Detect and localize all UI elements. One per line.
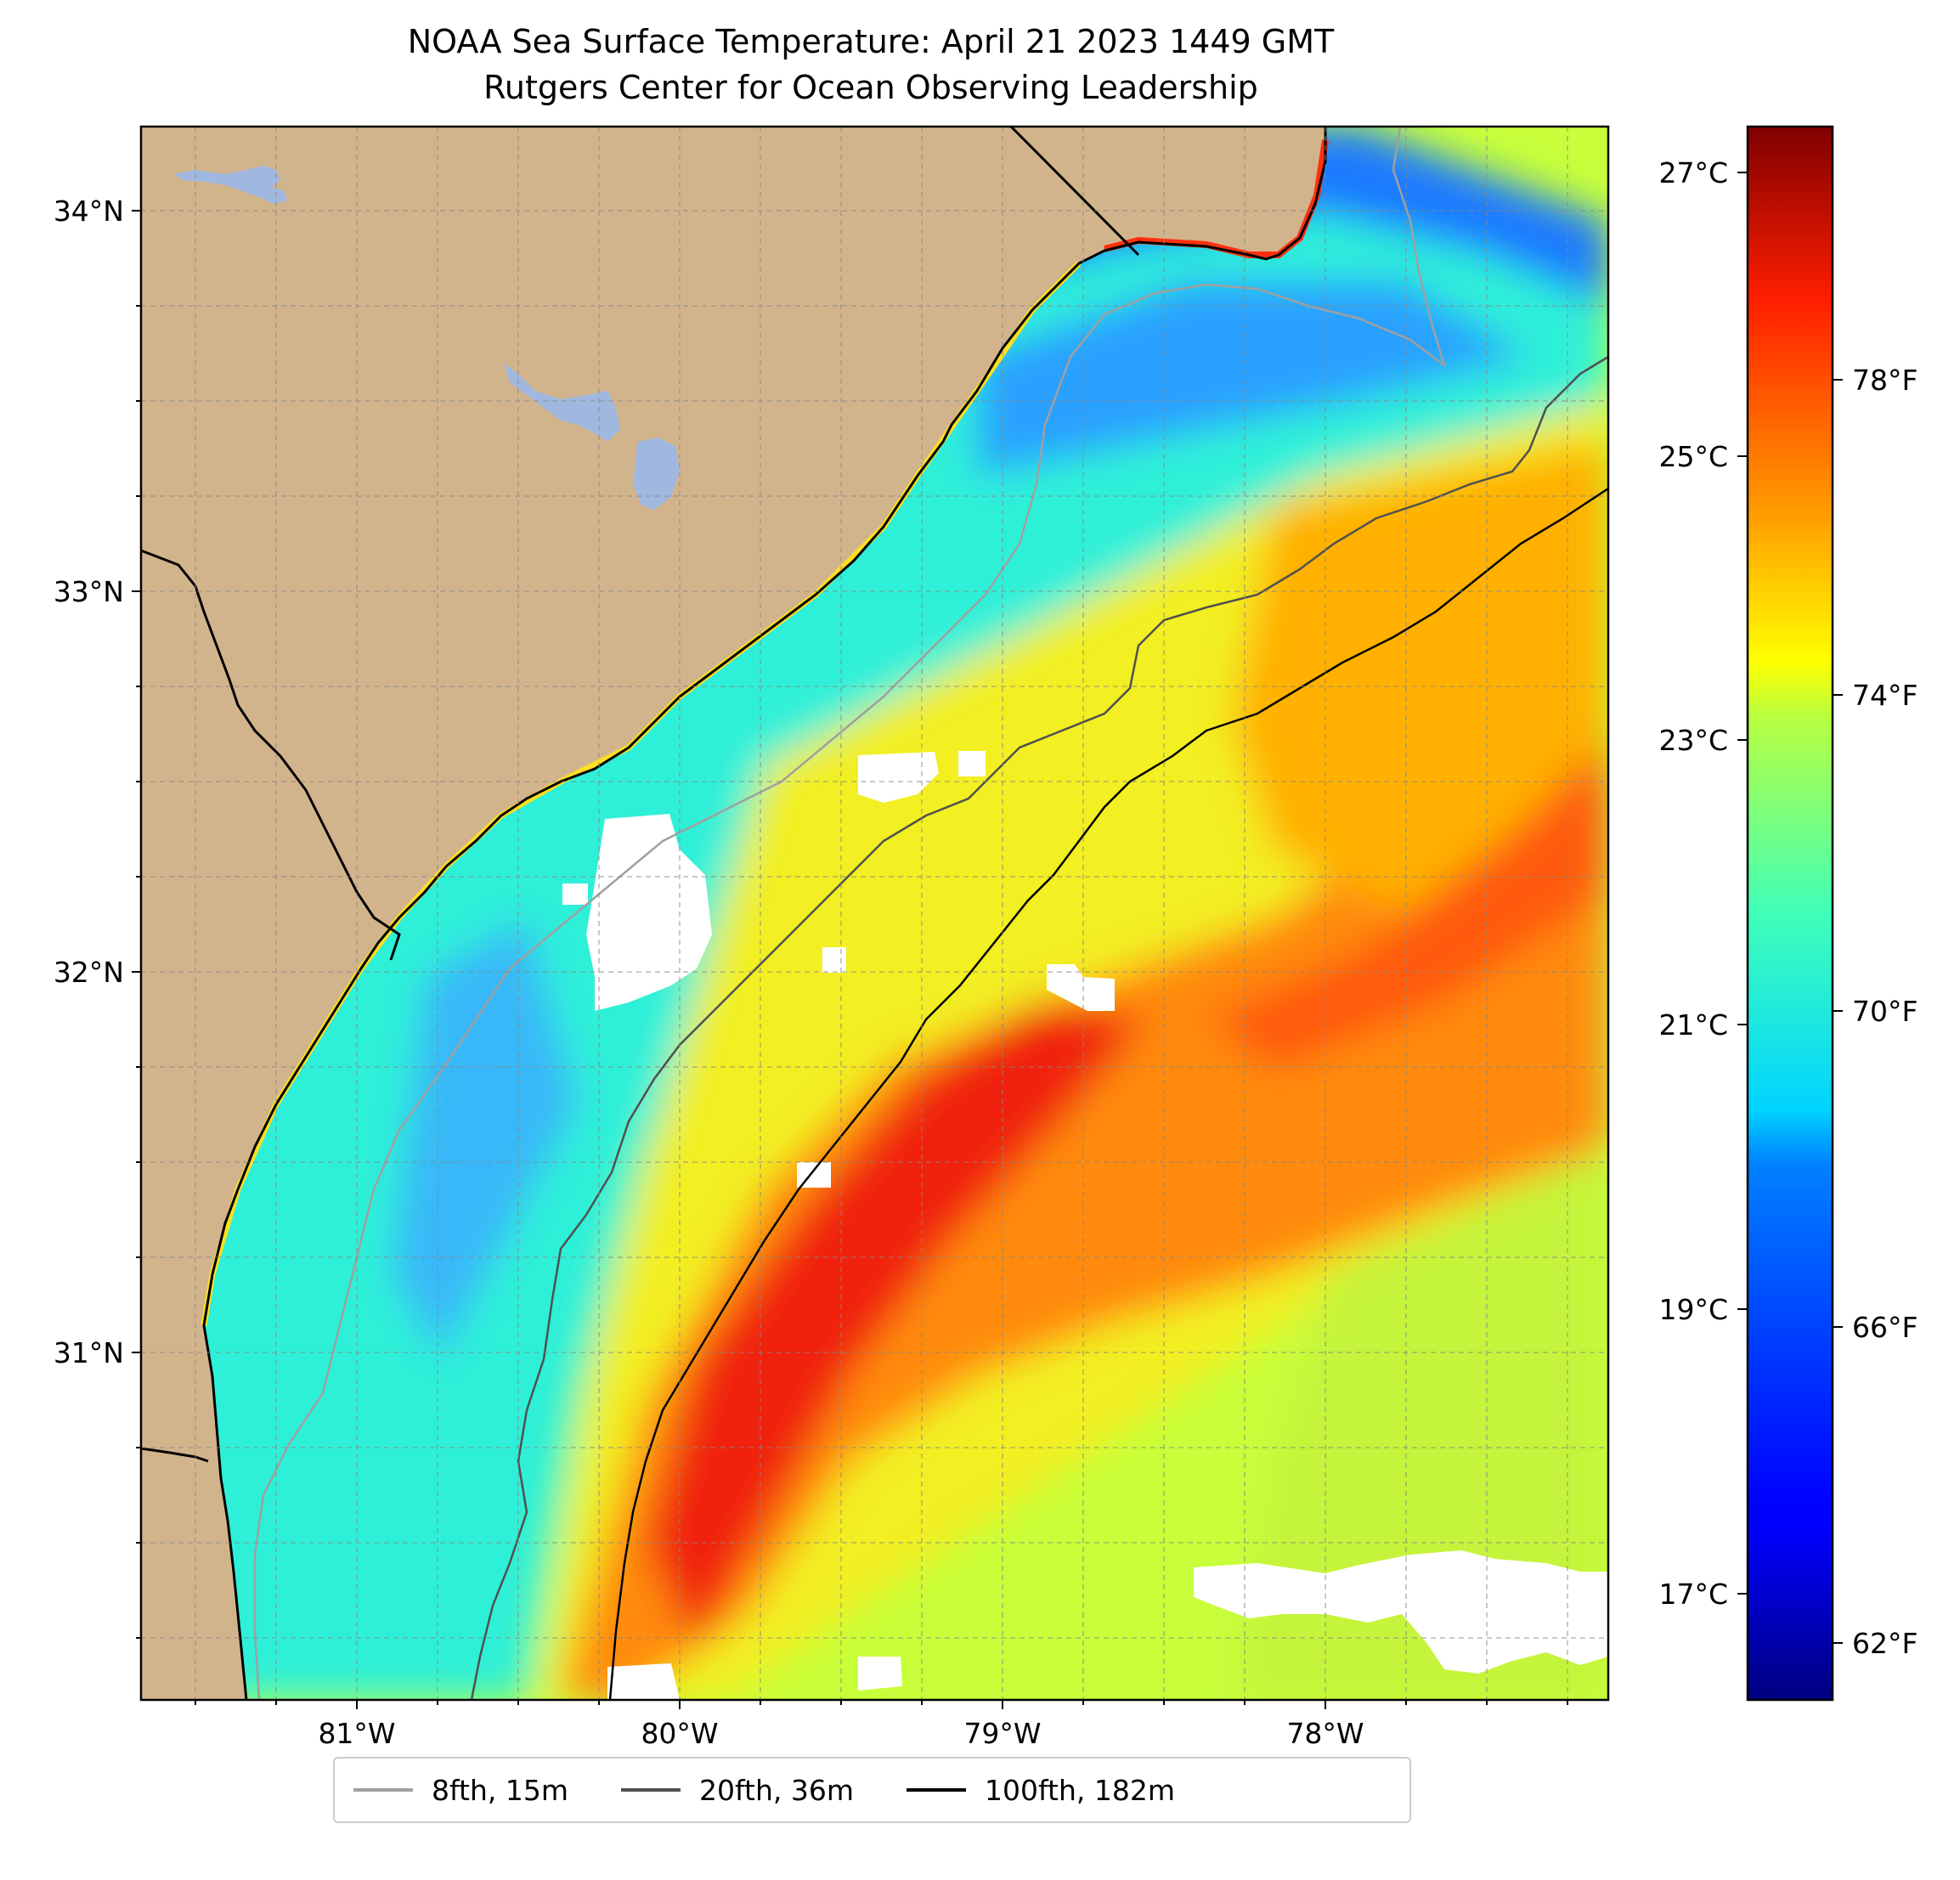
- legend-label: 100fth, 182m: [985, 1773, 1176, 1807]
- fahrenheit-tick-label: 70°F: [1852, 995, 1918, 1028]
- chart-title: NOAA Sea Surface Temperature: April 21 2…: [407, 23, 1335, 60]
- isobath-8fth: [253, 127, 1447, 1700]
- map-panel[interactable]: [141, 127, 1608, 1700]
- lon-tick-label: 80°W: [641, 1717, 718, 1750]
- lon-tick-label: 81°W: [318, 1717, 395, 1750]
- legend-line-icon: [621, 1788, 681, 1792]
- celsius-tick-label: 17°C: [1658, 1578, 1728, 1611]
- chart-subtitle: Rutgers Center for Ocean Observing Leade…: [483, 69, 1258, 106]
- isobath-legend: 8fth, 15m 20fth, 36m 100fth, 182m: [333, 1757, 1411, 1823]
- celsius-tick-label: 21°C: [1658, 1008, 1728, 1042]
- state-borders: [141, 127, 1140, 1463]
- celsius-tick-label: 19°C: [1658, 1293, 1728, 1326]
- fahrenheit-tick-label: 66°F: [1852, 1311, 1918, 1344]
- legend-item-100fth: 100fth, 182m: [907, 1774, 1175, 1807]
- lat-tick-label: 31°N: [54, 1336, 124, 1369]
- isobath-100fth: [608, 487, 1608, 1700]
- colorbar-gradient: [1746, 125, 1834, 1702]
- celsius-tick-label: 25°C: [1658, 440, 1728, 473]
- colorbar-ticks: [1737, 172, 1843, 1644]
- legend-label: 8fth, 15m: [432, 1773, 569, 1807]
- lakes: [174, 166, 680, 510]
- axis-ticks: [132, 210, 1568, 1709]
- lat-tick-label: 34°N: [54, 195, 124, 228]
- legend-label: 20fth, 36m: [699, 1773, 855, 1807]
- legend-item-8fth: 8fth, 15m: [353, 1774, 568, 1807]
- lat-tick-label: 33°N: [54, 575, 124, 608]
- gridlines: [141, 127, 1608, 1700]
- celsius-tick-label: 27°C: [1658, 156, 1728, 189]
- legend-line-icon: [907, 1788, 967, 1792]
- lon-tick-label: 79°W: [963, 1717, 1041, 1750]
- map-frame: [139, 125, 1610, 1702]
- isobath-20fth: [470, 355, 1608, 1700]
- legend-item-20fth: 20fth, 36m: [621, 1774, 854, 1807]
- fahrenheit-tick-label: 78°F: [1852, 364, 1918, 397]
- lat-tick-label: 32°N: [54, 956, 124, 989]
- legend-line-icon: [353, 1788, 413, 1792]
- lon-tick-label: 78°W: [1286, 1717, 1364, 1750]
- colorbar: 27°C 25°C 23°C 21°C 19°C 17°C 78°F 74°F …: [1658, 125, 1918, 1702]
- fahrenheit-tick-label: 62°F: [1852, 1627, 1918, 1660]
- celsius-tick-label: 23°C: [1658, 724, 1728, 757]
- no-data-clouds: [562, 751, 1608, 1700]
- fahrenheit-tick-label: 74°F: [1852, 679, 1918, 712]
- coastline: [202, 127, 1327, 1700]
